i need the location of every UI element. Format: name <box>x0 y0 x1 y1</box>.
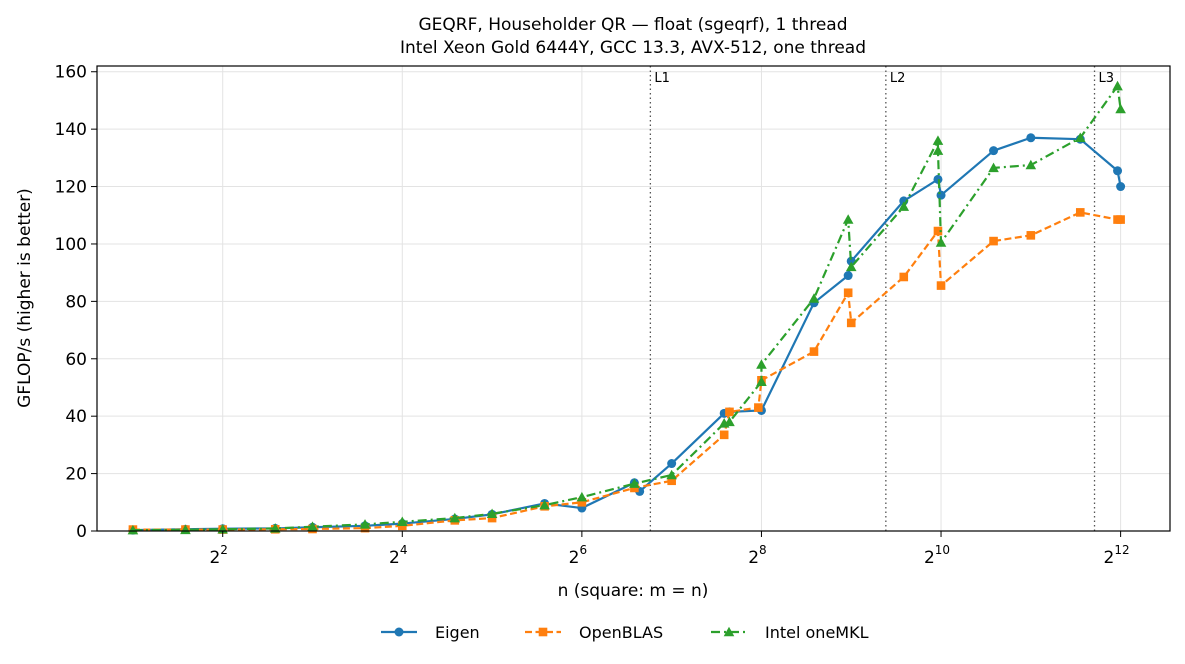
plot-frame <box>96 65 1171 532</box>
data-point-intel-onemkl <box>932 145 944 155</box>
y-tick-label: 20 <box>65 465 87 485</box>
y-tick-label: 60 <box>65 350 87 370</box>
data-point-openblas <box>846 318 856 328</box>
x-axis-ticks: 22 24 26 28 210 212 <box>209 531 1130 568</box>
y-tick-label: 40 <box>65 407 87 427</box>
data-point-openblas <box>989 236 998 246</box>
y-tick-label: 80 <box>65 292 87 312</box>
x-tick-label: 212 <box>1104 543 1130 568</box>
series-line-openblas <box>132 211 1121 531</box>
data-point-intel-onemkl <box>576 491 588 502</box>
y-tick-label: 0 <box>76 522 87 542</box>
grid <box>97 66 1170 532</box>
data-point-openblas <box>577 497 587 507</box>
chart-subtitle: Intel Xeon Gold 6444Y, GCC 13.3, AVX-512… <box>400 38 866 58</box>
series-line-eigen <box>132 136 1122 532</box>
legend-marker <box>394 627 404 637</box>
legend-label: Eigen <box>435 623 480 642</box>
data-point-eigen <box>989 146 999 156</box>
data-point-eigen <box>843 271 853 281</box>
data-point-intel-onemkl <box>935 237 947 247</box>
data-point-eigen <box>1113 166 1123 176</box>
cache-label-l3: L3 <box>1099 71 1115 86</box>
legend-marker <box>723 626 735 637</box>
x-tick-label: 28 <box>748 543 766 568</box>
x-tick-label: 22 <box>209 543 227 568</box>
data-point-intel-onemkl <box>539 499 550 510</box>
data-point-openblas <box>899 272 909 282</box>
data-point-openblas <box>1116 215 1125 224</box>
y-tick-label: 120 <box>55 178 87 198</box>
data-point-intel-onemkl <box>1074 132 1086 142</box>
series <box>127 80 1126 535</box>
data-point-openblas <box>809 347 819 356</box>
data-point-intel-onemkl <box>932 135 944 145</box>
y-axis-label: GFLOP/s (higher is better) <box>15 188 35 408</box>
data-point-intel-onemkl <box>1025 159 1037 170</box>
data-point-openblas <box>1026 231 1036 240</box>
legend-label: OpenBLAS <box>579 623 663 642</box>
data-point-eigen <box>667 459 677 469</box>
data-point-intel-onemkl <box>359 519 371 529</box>
data-point-eigen <box>936 190 946 200</box>
data-point-intel-onemkl <box>486 508 498 519</box>
x-tick-label: 24 <box>389 543 407 568</box>
series-line-intel-onemkl <box>132 84 1122 532</box>
data-point-openblas <box>719 430 729 440</box>
data-point-intel-onemkl <box>396 516 408 527</box>
data-point-openblas <box>933 226 943 236</box>
data-point-openblas <box>936 281 946 290</box>
legend-item-intel-onemkl: Intel oneMKL <box>711 623 869 642</box>
chart-title: GEQRF, Householder QR — float (sgeqrf), … <box>419 15 848 35</box>
data-point-openblas <box>487 513 497 523</box>
series-eigen <box>128 133 1126 535</box>
data-point-intel-onemkl <box>756 376 767 386</box>
legend-label: Intel oneMKL <box>765 623 869 642</box>
data-point-intel-onemkl <box>724 416 735 427</box>
data-point-intel-onemkl <box>127 524 139 535</box>
cache-lines: L1 L2 L3 <box>649 66 1115 531</box>
cache-label-l2: L2 <box>890 71 906 86</box>
data-point-eigen <box>1116 182 1126 192</box>
data-point-intel-onemkl <box>756 359 767 369</box>
legend-marker <box>538 627 548 637</box>
y-axis-ticks: 0 20 40 60 80 100 120 140 160 <box>55 63 97 542</box>
data-point-intel-onemkl <box>842 214 854 224</box>
x-tick-label: 210 <box>924 543 950 568</box>
cache-label-l1: L1 <box>654 71 670 86</box>
legend: Eigen OpenBLAS Intel oneMKL <box>381 623 869 642</box>
data-point-intel-onemkl <box>808 293 820 303</box>
data-point-intel-onemkl <box>269 523 281 533</box>
data-point-openblas <box>630 483 639 493</box>
data-point-intel-onemkl <box>180 524 191 535</box>
data-point-openblas <box>754 403 763 412</box>
x-tick-label: 26 <box>569 543 587 568</box>
data-point-intel-onemkl <box>307 521 318 531</box>
data-point-intel-onemkl <box>1115 103 1126 114</box>
data-point-intel-onemkl <box>449 512 461 523</box>
legend-item-openblas: OpenBLAS <box>525 623 663 642</box>
y-tick-label: 160 <box>55 63 87 83</box>
y-tick-label: 140 <box>55 120 87 140</box>
legend-item-eigen: Eigen <box>381 623 480 642</box>
data-point-intel-onemkl <box>629 478 640 488</box>
data-point-openblas <box>725 407 734 417</box>
x-axis-label: n (square: m = n) <box>558 581 709 601</box>
y-tick-label: 100 <box>55 235 87 255</box>
data-point-intel-onemkl <box>898 201 910 211</box>
data-point-intel-onemkl <box>845 261 857 272</box>
data-point-intel-onemkl <box>1112 80 1123 91</box>
series-intel-onemkl <box>127 80 1126 535</box>
data-point-intel-onemkl <box>666 469 677 480</box>
data-point-openblas <box>667 476 676 486</box>
data-point-openblas <box>843 288 853 298</box>
data-point-openblas <box>1075 208 1085 217</box>
data-point-eigen <box>1026 133 1036 143</box>
data-point-intel-onemkl <box>988 162 999 173</box>
